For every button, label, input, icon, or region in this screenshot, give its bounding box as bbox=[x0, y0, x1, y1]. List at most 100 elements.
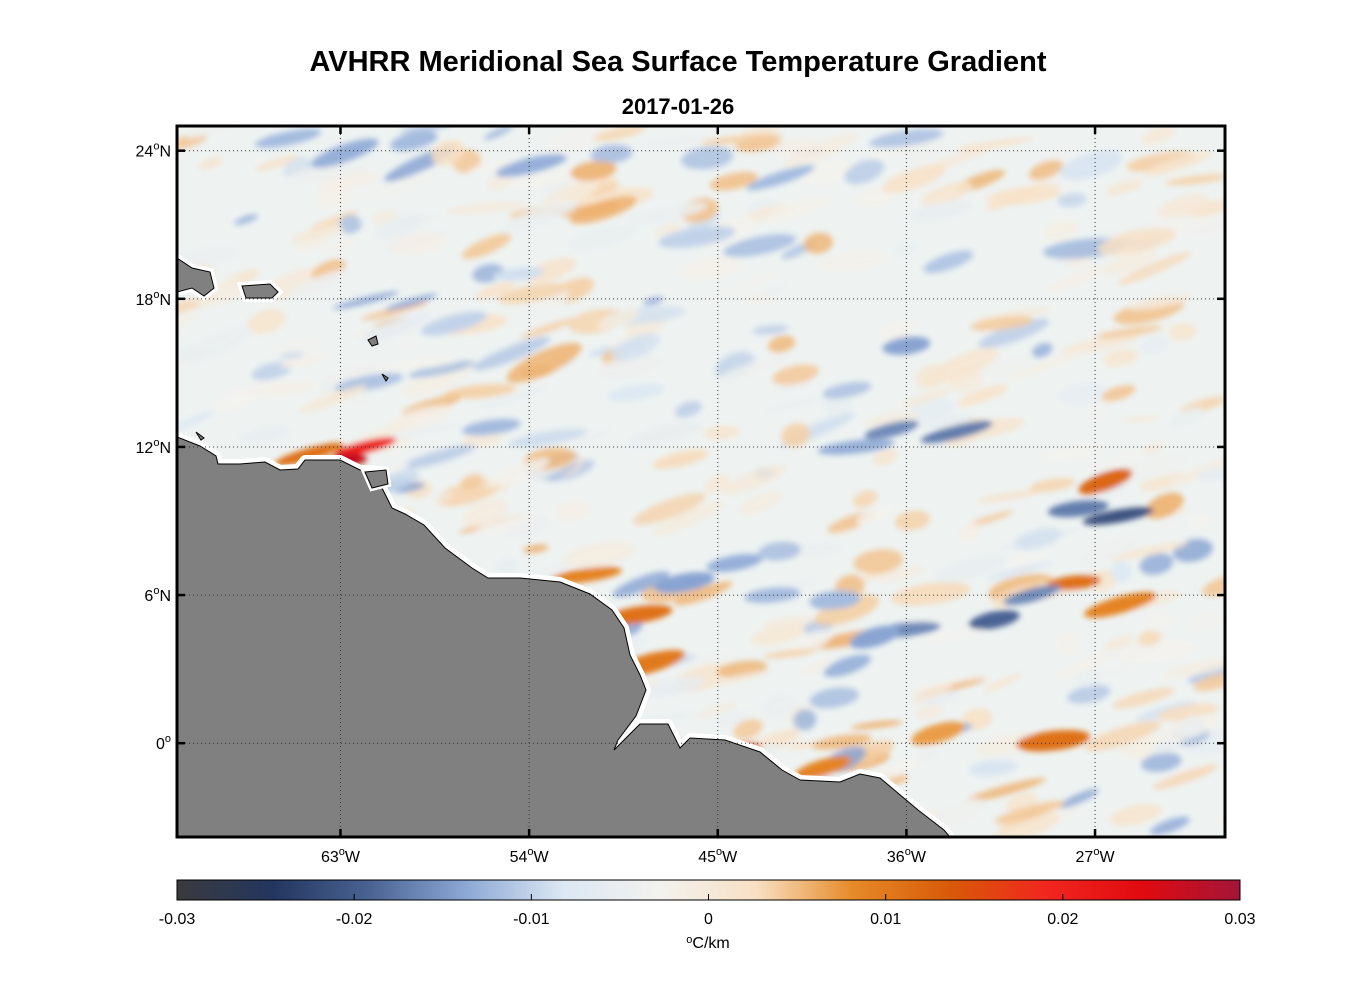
field-blob bbox=[632, 492, 707, 525]
field-blob bbox=[1126, 151, 1195, 172]
lon-tick-hemisphere: W bbox=[345, 849, 361, 866]
field-feature bbox=[1078, 468, 1133, 495]
field-blob bbox=[966, 778, 1046, 802]
field-blob bbox=[1117, 251, 1192, 285]
colorbar-unit-label: oC/km bbox=[686, 934, 729, 952]
field-blob bbox=[1145, 611, 1174, 633]
field-blob bbox=[501, 201, 577, 233]
field-blob bbox=[1187, 609, 1225, 632]
field-blob bbox=[920, 692, 962, 706]
field-blob bbox=[1109, 541, 1189, 561]
field-blob bbox=[358, 172, 432, 202]
field-blob bbox=[877, 319, 917, 343]
south-america-land bbox=[177, 436, 951, 837]
field-blob bbox=[783, 132, 860, 168]
field-blob bbox=[1161, 657, 1225, 679]
field-feature bbox=[492, 267, 545, 281]
field-blob bbox=[211, 382, 272, 413]
field-blob bbox=[821, 393, 852, 417]
lon-tick-label: 54oW bbox=[510, 846, 550, 866]
field-blob bbox=[1144, 151, 1212, 176]
field-blob bbox=[472, 512, 537, 537]
field-blob bbox=[986, 561, 1053, 581]
martinique-island bbox=[381, 373, 389, 382]
field-blob bbox=[1145, 492, 1184, 519]
field-blob bbox=[1028, 160, 1063, 180]
field-blob bbox=[177, 246, 238, 267]
field-blob bbox=[1109, 803, 1162, 827]
field-blob bbox=[909, 200, 973, 222]
field-feature bbox=[809, 590, 861, 610]
field-blob bbox=[520, 318, 576, 339]
field-blob bbox=[1042, 220, 1079, 241]
field-blob bbox=[1122, 414, 1161, 423]
field-blob bbox=[290, 225, 343, 244]
field-blob bbox=[811, 734, 872, 750]
field-feature bbox=[658, 226, 736, 249]
lat-tick-degree: o bbox=[153, 437, 159, 449]
field-blob bbox=[1067, 684, 1111, 704]
field-blob bbox=[1036, 444, 1107, 464]
field-blob bbox=[752, 325, 789, 335]
lat-tick-label: 12oN bbox=[136, 437, 171, 457]
field-blob bbox=[678, 256, 741, 281]
field-blob bbox=[696, 701, 739, 718]
field-blob bbox=[294, 240, 330, 253]
field-blob bbox=[762, 616, 819, 629]
field-feature bbox=[420, 311, 487, 336]
field-blob bbox=[1142, 441, 1163, 455]
field-blob bbox=[643, 296, 664, 306]
field-blob bbox=[567, 428, 613, 449]
graticule bbox=[177, 126, 1225, 837]
field-blob bbox=[1141, 126, 1176, 146]
field-blob bbox=[590, 144, 633, 164]
field-blob bbox=[254, 155, 299, 172]
colorbar-ticks: -0.03 -0.02 -0.01 0 0.01 0.02 0.03 bbox=[159, 894, 1256, 928]
colorbar-tick-label: 0.02 bbox=[1047, 911, 1078, 928]
field-blob bbox=[247, 308, 287, 335]
field-blob bbox=[890, 582, 971, 606]
field-blob bbox=[984, 188, 1037, 211]
field-blob bbox=[852, 490, 878, 508]
field-feature bbox=[310, 138, 379, 168]
hispaniola-island bbox=[177, 257, 215, 297]
field-blob bbox=[864, 411, 920, 428]
field-blob bbox=[733, 719, 763, 739]
field-blob bbox=[542, 181, 600, 208]
field-blob bbox=[611, 333, 660, 362]
field-blob bbox=[1180, 715, 1205, 738]
field-blob bbox=[1141, 752, 1182, 772]
field-feature bbox=[706, 554, 763, 572]
field-blob bbox=[764, 396, 824, 413]
trinidad-island bbox=[364, 469, 389, 489]
field-blob bbox=[742, 126, 783, 137]
field-blob bbox=[895, 241, 918, 257]
field-blob bbox=[555, 499, 591, 522]
field-blob bbox=[788, 741, 816, 750]
field-blob bbox=[912, 683, 953, 704]
map-subtitle: 2017-01-26 bbox=[621, 94, 735, 119]
field-blob bbox=[462, 498, 508, 528]
field-blob bbox=[508, 428, 588, 448]
field-feature bbox=[882, 336, 931, 355]
field-blob bbox=[915, 747, 939, 762]
field-blob bbox=[797, 658, 833, 677]
field-blob bbox=[197, 157, 224, 170]
lat-tick-value: 0 bbox=[156, 736, 165, 753]
field-blob bbox=[816, 250, 889, 273]
field-blob bbox=[768, 335, 796, 353]
field-blob bbox=[709, 171, 759, 191]
field-feature bbox=[653, 572, 715, 594]
field-blob bbox=[332, 291, 399, 310]
colorbar-tick-label: -0.03 bbox=[159, 911, 196, 928]
field-blob bbox=[737, 491, 783, 516]
field-blob bbox=[994, 800, 1065, 824]
field-blob bbox=[853, 549, 904, 574]
lon-tick-hemisphere: W bbox=[911, 849, 927, 866]
field-blob bbox=[1157, 519, 1182, 529]
field-blob bbox=[977, 489, 1043, 503]
lat-tick-value: 6 bbox=[144, 588, 153, 605]
lon-tick-degree: o bbox=[339, 846, 345, 858]
field-blob bbox=[1096, 325, 1163, 339]
field-feature bbox=[746, 165, 815, 191]
